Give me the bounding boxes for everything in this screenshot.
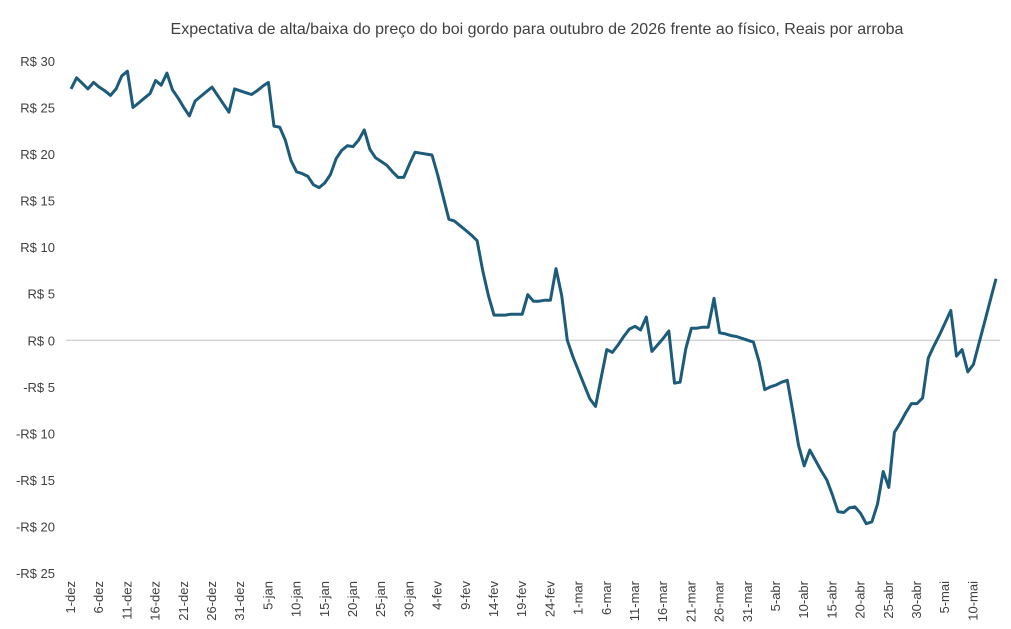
y-tick-label: -R$ 5: [23, 380, 55, 395]
x-tick-label: 6-mar: [599, 580, 614, 615]
y-tick-label: R$ 15: [20, 194, 55, 209]
x-tick-label: 6-dez: [91, 581, 106, 614]
x-tick-label: 31-dez: [232, 581, 247, 621]
x-tick-label: 10-jan: [289, 581, 304, 617]
y-tick-label: R$ 10: [20, 240, 55, 255]
x-tick-label: 1-mar: [571, 580, 586, 615]
x-tick-label: 10-mai: [965, 581, 980, 621]
x-tick-label: 19-fev: [514, 581, 529, 618]
x-tick-label: 31-mar: [740, 580, 755, 622]
x-tick-label: 21-dez: [176, 581, 191, 621]
x-tick-label: 11-dez: [119, 581, 134, 620]
chart-title: Expectativa de alta/baixa do preço do bo…: [171, 21, 904, 38]
y-tick-label: R$ 20: [20, 147, 55, 162]
x-tick-label: 5-mai: [937, 581, 952, 614]
x-tick-label: 26-mar: [712, 580, 727, 622]
x-tick-label: 14-fev: [486, 581, 501, 618]
x-tick-label: 16-dez: [148, 581, 163, 621]
x-tick-label: 15-jan: [317, 581, 332, 617]
x-tick-label: 11-mar: [627, 580, 642, 621]
y-tick-label: R$ 30: [20, 54, 55, 69]
y-tick-label: -R$ 15: [16, 473, 55, 488]
y-tick-label: -R$ 20: [16, 519, 55, 534]
y-tick-label: R$ 5: [28, 287, 55, 302]
x-tick-label: 25-abr: [881, 580, 896, 618]
x-tick-label: 26-dez: [204, 581, 219, 621]
x-tick-label: 5-abr: [768, 580, 783, 611]
x-tick-label: 15-abr: [824, 580, 839, 618]
x-tick-label: 10-abr: [796, 580, 811, 618]
y-tick-label: R$ 0: [28, 333, 55, 348]
x-tick-label: 4-fev: [430, 581, 445, 610]
x-tick-label: 21-mar: [683, 580, 698, 622]
x-tick-label: 20-jan: [345, 581, 360, 617]
data-line: [69, 69, 998, 526]
x-tick-label: 30-abr: [909, 580, 924, 618]
x-tick-label: 24-fev: [542, 581, 557, 618]
y-tick-label: -R$ 25: [16, 566, 55, 581]
x-tick-label: 20-abr: [853, 580, 868, 618]
y-tick-label: -R$ 10: [16, 426, 55, 441]
x-tick-label: 25-jan: [373, 581, 388, 617]
x-tick-label: 30-jan: [401, 581, 416, 617]
x-tick-label: 16-mar: [655, 580, 670, 622]
x-tick-label: 1-dez: [63, 581, 78, 614]
x-tick-label: 9-fev: [458, 581, 473, 610]
x-tick-label: 5-jan: [260, 581, 275, 610]
y-tick-label: R$ 25: [20, 101, 55, 116]
